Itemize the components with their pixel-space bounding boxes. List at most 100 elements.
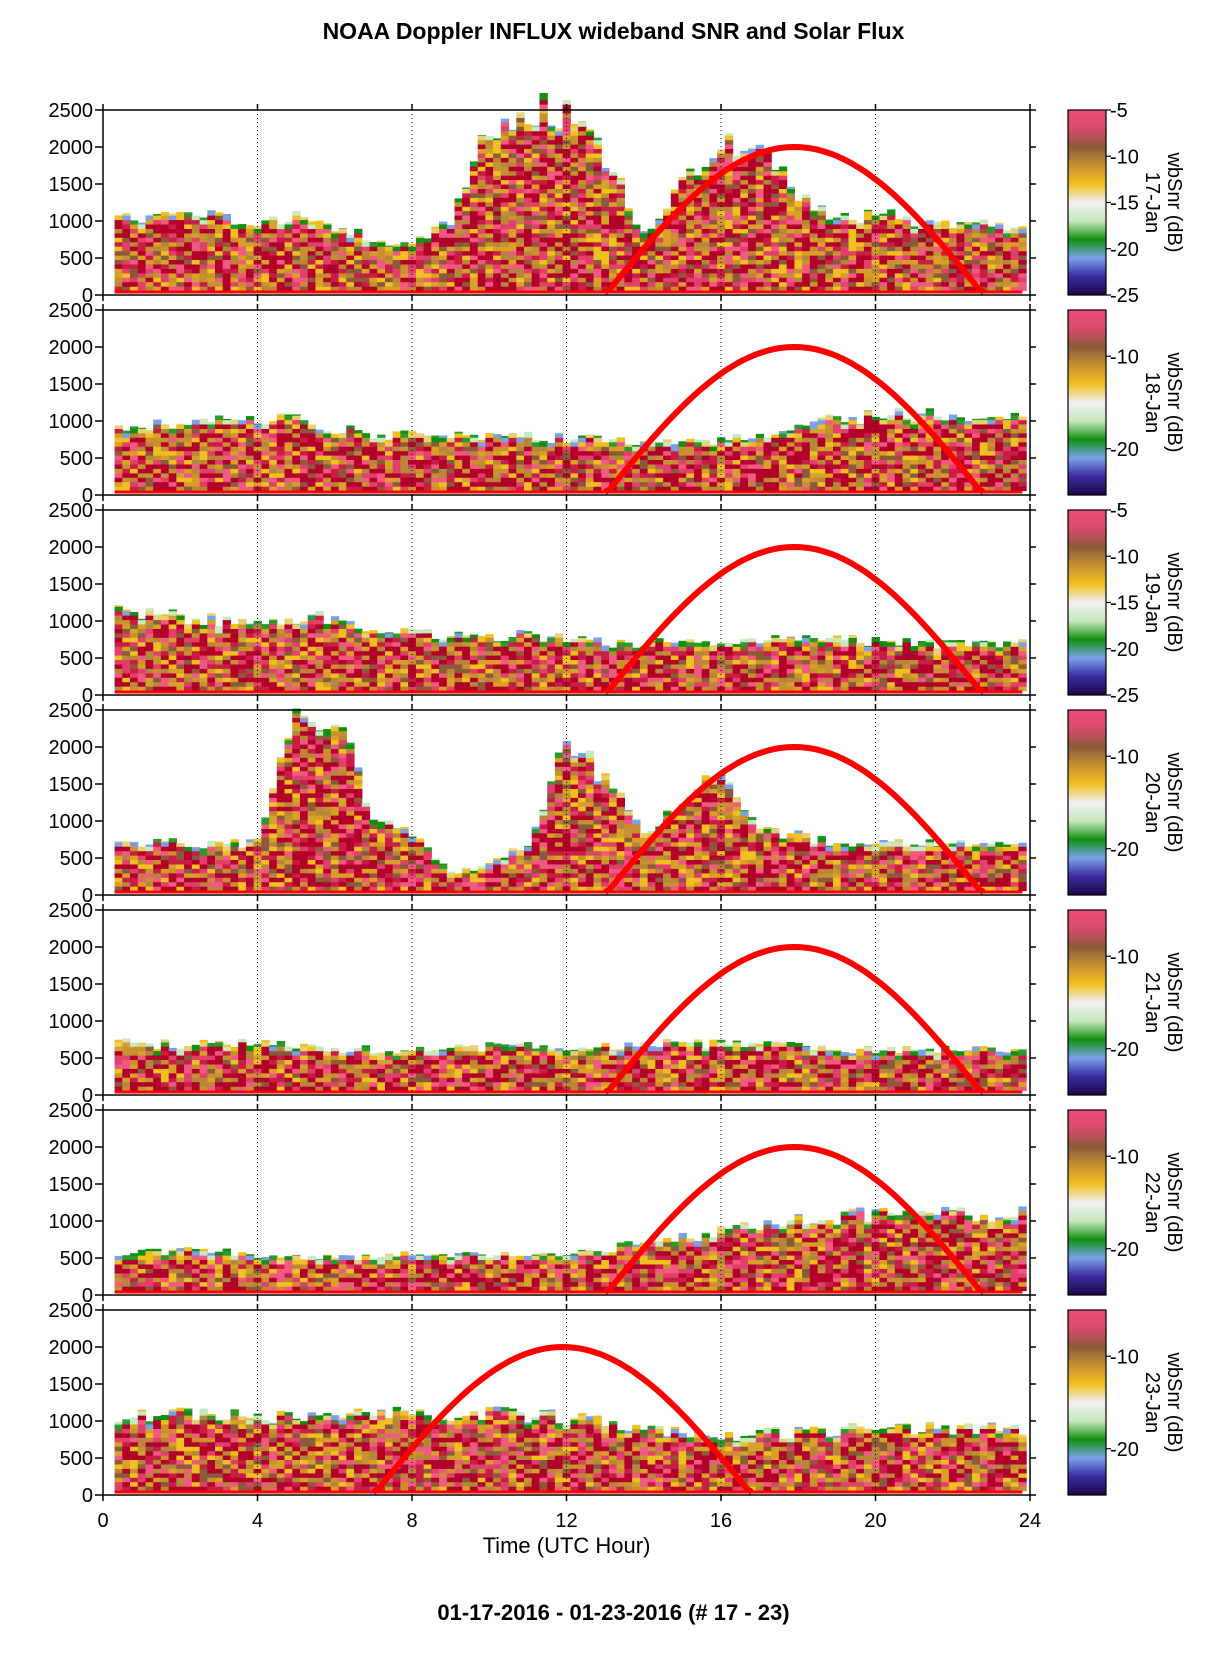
colorbar-23-Jan: -10 -20 wbSnr (dB)23-Jan [1067,1309,1185,1496]
y-tick-label: 0 [82,1285,93,1307]
y-tick-label: 1000 [49,811,94,833]
day-label: 18-Jan [1141,372,1163,433]
x-axis-label: Time (UTC Hour) [483,1533,651,1558]
colorbar-title: wbSnr (dB) [1163,1151,1185,1252]
y-tick-label: 1500 [49,374,94,396]
solar-flux-curve [603,343,986,495]
y-tick-label: 0 [82,1085,93,1107]
colorbar-tick-label: -20 [1110,239,1139,261]
figure-title: NOAA Doppler INFLUX wideband SNR and Sol… [322,18,905,44]
y-tick-label: 0 [82,485,93,507]
colorbar-title: wbSnr (dB) [1163,551,1185,652]
panel-17-Jan: 0 500 1000 1500 2000 2500 -5 -10 -15 -20 -25 wbSnr … [49,92,1185,307]
colorbar-19-Jan: -5 -10 -15 -20 -25 wbSnr (dB)19-Jan [1067,500,1185,707]
day-label: 20-Jan [1141,772,1163,833]
colorbar-title: wbSnr (dB) [1163,351,1185,452]
y-tick-label: 2000 [49,337,94,359]
y-tick-label: 2500 [49,500,94,522]
y-tick-label: 2500 [49,700,94,722]
y-tick-label: 1000 [49,411,94,433]
solar-flux-curve [371,1343,754,1495]
y-tick-label: 500 [60,648,93,670]
y-tick-label: 2000 [49,137,94,159]
colorbar-title: wbSnr (dB) [1163,751,1185,852]
y-tick-label: 2500 [49,1300,94,1322]
y-tick-label: 500 [60,448,93,470]
colorbar-21-Jan: -10 -20 wbSnr (dB)21-Jan [1067,909,1185,1096]
colorbar-tick-label: -10 [1110,1346,1139,1368]
day-label: 23-Jan [1141,1372,1163,1433]
colorbar-tick-label: -25 [1110,685,1139,707]
y-tick-label: 0 [82,885,93,907]
figure-footer: 01-17-2016 - 01-23-2016 (# 17 - 23) [437,1600,790,1625]
panel-18-Jan: 0 500 1000 1500 2000 2500 -10 -20 wbSnr (dB)18-J… [49,300,1186,507]
colorbar-18-Jan: -10 -20 wbSnr (dB)18-Jan [1067,309,1185,496]
y-tick-label: 500 [60,1448,93,1470]
colorbar-title: wbSnr (dB) [1163,151,1185,252]
y-tick-label: 2500 [49,900,94,922]
y-tick-label: 2000 [49,1337,94,1359]
y-tick-label: 1500 [49,1174,94,1196]
colorbar-tick-label: -10 [1110,946,1139,968]
colorbar-tick-label: -20 [1110,839,1139,861]
x-tick-label: 24 [1019,1510,1041,1532]
x-tick-label: 20 [864,1510,886,1532]
colorbar-22-Jan: -10 -20 wbSnr (dB)22-Jan [1067,1109,1185,1296]
solar-flux-curve [603,543,986,695]
snr-heatmap [114,708,1027,892]
y-tick-label: 1000 [49,1011,94,1033]
day-label: 19-Jan [1141,572,1163,633]
y-tick-label: 1000 [49,211,94,233]
y-tick-label: 1500 [49,774,94,796]
solar-flux-curve [603,1143,986,1295]
y-tick-label: 2500 [49,1100,94,1122]
colorbar-tick-label: -10 [1110,746,1139,768]
y-tick-label: 500 [60,848,93,870]
y-tick-label: 2000 [49,937,94,959]
y-tick-label: 500 [60,248,93,270]
day-label: 17-Jan [1141,172,1163,233]
y-tick-label: 500 [60,1048,93,1070]
colorbar-title: wbSnr (dB) [1163,951,1185,1052]
colorbar-tick-label: -20 [1110,639,1139,661]
solar-flux-curve [603,743,986,895]
x-tick-label: 12 [555,1510,577,1532]
y-tick-label: 0 [82,1485,93,1507]
panel-20-Jan: 0 500 1000 1500 2000 2500 -10 -20 wbSnr (dB)20-J… [49,700,1186,907]
colorbar-tick-label: -15 [1110,193,1139,215]
colorbar-tick-label: -20 [1110,1439,1139,1461]
x-tick-label: 4 [252,1510,263,1532]
snr-heatmap [114,605,1027,692]
y-tick-label: 1000 [49,1211,94,1233]
colorbar-tick-label: -20 [1110,1239,1139,1261]
colorbar-tick-label: -5 [1110,100,1128,122]
panel-21-Jan: 0 500 1000 1500 2000 2500 -10 -20 wbSnr (dB)21-J… [49,900,1186,1107]
y-tick-label: 2500 [49,100,94,122]
colorbar-tick-label: -5 [1110,500,1128,522]
y-tick-label: 1500 [49,1374,94,1396]
colorbar-tick-label: -15 [1110,593,1139,615]
y-tick-label: 0 [82,685,93,707]
colorbar-tick-label: -10 [1110,1146,1139,1168]
y-tick-label: 1000 [49,611,94,633]
y-tick-label: 1500 [49,574,94,596]
colorbar-tick-label: -20 [1110,1039,1139,1061]
day-label: 22-Jan [1141,1172,1163,1233]
solar-flux-curve [603,143,986,295]
x-tick-label: 8 [406,1510,417,1532]
y-tick-label: 2000 [49,737,94,759]
y-tick-label: 500 [60,1248,93,1270]
colorbar-tick-label: -20 [1110,439,1139,461]
colorbar-tick-label: -25 [1110,285,1139,307]
y-tick-label: 2500 [49,300,94,322]
y-tick-label: 0 [82,285,93,307]
day-label: 21-Jan [1141,972,1163,1033]
colorbar-tick-label: -10 [1110,546,1139,568]
x-tick-label: 16 [710,1510,732,1532]
y-tick-label: 1000 [49,1411,94,1433]
y-tick-label: 2000 [49,1137,94,1159]
panel-22-Jan: 0 500 1000 1500 2000 2500 -10 -20 wbSnr (dB)22-J… [49,1100,1186,1307]
solar-flux-curve [603,943,986,1095]
colorbar-tick-label: -10 [1110,146,1139,168]
